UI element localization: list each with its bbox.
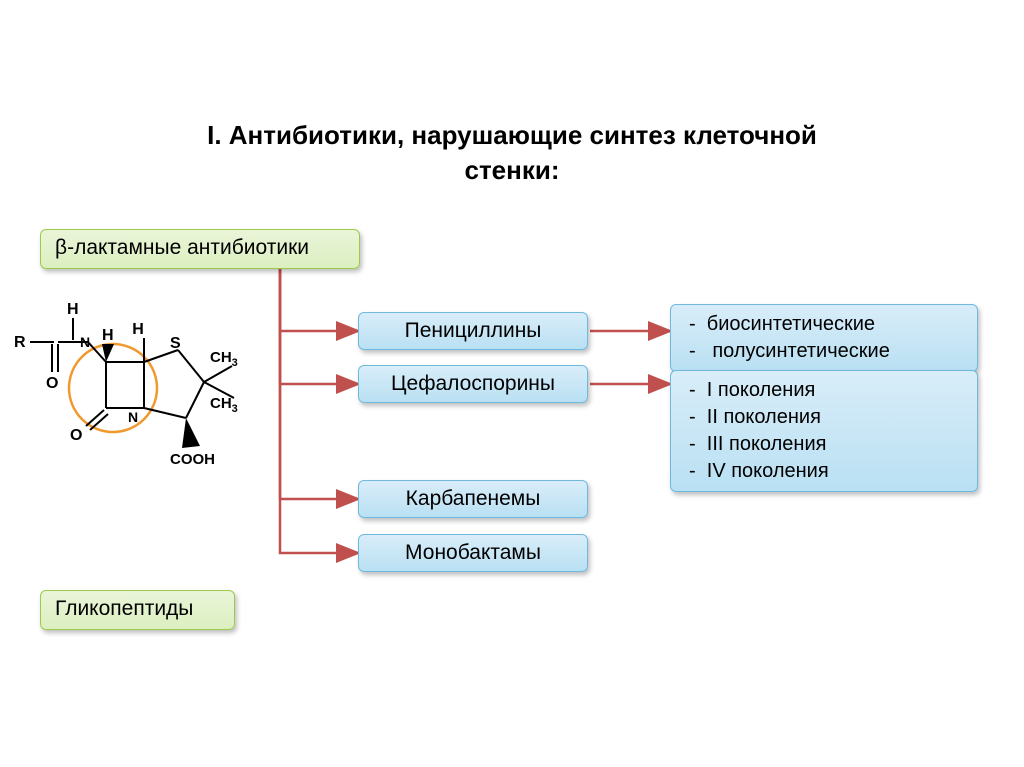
mol-H3: H [132,321,144,338]
arrow [280,269,356,331]
node-label: Гликопептиды [55,597,193,620]
node-beta-lactam: β-лактамные антибиотики [40,229,360,269]
node-penicillins: Пенициллины [358,312,588,350]
mol-N1: N [80,334,90,350]
molecule-structure: R H H H O O N N S CH3 CH3 COOH [10,300,250,480]
mol-R: R [14,334,26,351]
list-item: - II поколения [689,404,963,431]
list-item: - I поколения [689,377,963,404]
arrow [280,269,356,553]
mol-O2: O [70,427,82,444]
node-label: β-лактамные антибиотики [55,236,309,259]
node-label: Пенициллины [405,319,542,342]
list-item: - IV поколения [689,458,963,485]
mol-N2: N [128,409,138,425]
arrow [280,269,356,384]
mol-S: S [170,335,181,352]
mol-CH3a: CH3 [210,349,238,369]
node-carbapenems: Карбапенемы [358,480,588,518]
mol-O1: O [46,375,58,392]
node-glycopeptides: Гликопептиды [40,590,235,630]
node-monobactams: Монобактамы [358,534,588,572]
mol-COOH: COOH [170,451,215,468]
node-label: Карбапенемы [406,487,541,510]
node-label: Цефалоспорины [391,372,555,395]
mol-H1: H [67,301,79,318]
node-label: Монобактамы [405,541,541,564]
list-item: - биосинтетические [689,311,963,338]
node-cephalosporins: Цефалоспорины [358,365,588,403]
list-item: - III поколения [689,431,963,458]
node-penicillins-sub: - биосинтетические- полусинтетические [670,304,978,372]
list-item: - полусинтетические [689,338,963,365]
mol-H2: H [102,327,114,344]
node-cephalosporins-sub: - I поколения- II поколения- III поколен… [670,370,978,492]
